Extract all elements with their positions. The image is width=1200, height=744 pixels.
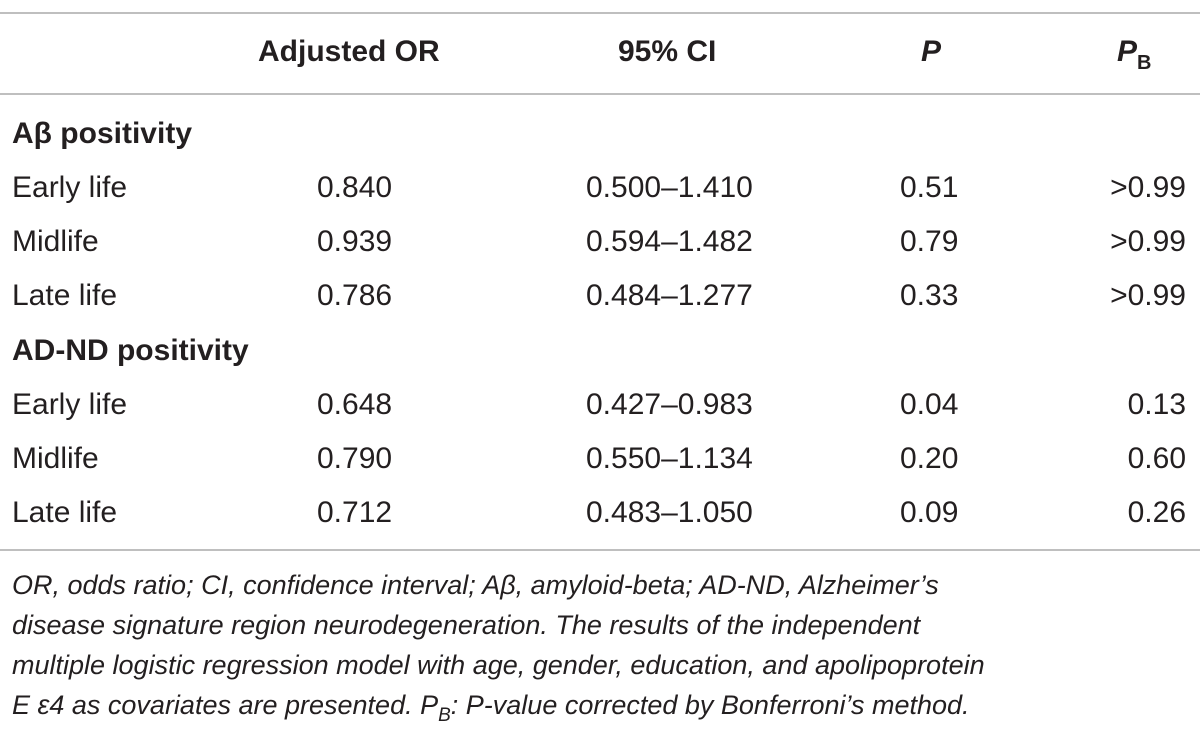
row-label: Late life xyxy=(12,279,118,312)
section-title-abeta: Aβ positivity xyxy=(12,117,192,150)
table-bottom-rule xyxy=(0,549,1200,551)
header-adjusted-or: Adjusted OR xyxy=(258,35,440,68)
header-rule xyxy=(0,93,1200,95)
footnote-line: OR, odds ratio; CI, confidence interval;… xyxy=(12,570,939,600)
row-pb: >0.99 xyxy=(1110,279,1186,312)
row-p: 0.09 xyxy=(900,496,959,529)
row-p: 0.51 xyxy=(900,171,959,204)
row-pb: >0.99 xyxy=(1110,171,1186,204)
row-pb: >0.99 xyxy=(1110,225,1186,258)
header-pb: PB xyxy=(1117,35,1152,74)
row-or: 0.790 xyxy=(317,442,393,475)
row-or: 0.939 xyxy=(317,225,393,258)
row-pb: 0.26 xyxy=(1127,496,1186,529)
header-p: P xyxy=(921,35,942,68)
row-label: Midlife xyxy=(12,442,99,475)
footnote-line: multiple logistic regression model with … xyxy=(12,650,985,680)
row-or: 0.712 xyxy=(317,496,393,529)
row-ci: 0.500–1.410 xyxy=(586,171,753,204)
row-ci: 0.484–1.277 xyxy=(586,279,753,312)
row-pb: 0.60 xyxy=(1127,442,1186,475)
row-ci: 0.483–1.050 xyxy=(586,496,753,529)
row-or: 0.648 xyxy=(317,388,393,421)
row-label: Early life xyxy=(12,171,128,204)
row-or: 0.786 xyxy=(317,279,393,312)
row-p: 0.20 xyxy=(900,442,959,475)
row-label: Early life xyxy=(12,388,128,421)
row-p: 0.79 xyxy=(900,225,959,258)
table-top-rule xyxy=(0,12,1200,14)
footnote-line: disease signature region neurodegenerati… xyxy=(12,610,921,640)
row-ci: 0.550–1.134 xyxy=(586,442,753,475)
row-label: Late life xyxy=(12,496,118,529)
row-p: 0.33 xyxy=(900,279,959,312)
section-title-adnd: AD-ND positivity xyxy=(12,334,249,367)
row-pb: 0.13 xyxy=(1127,388,1186,421)
row-ci: 0.427–0.983 xyxy=(586,388,753,421)
row-or: 0.840 xyxy=(317,171,393,204)
table-footnote: OR, odds ratio; CI, confidence interval;… xyxy=(12,565,1188,729)
row-p: 0.04 xyxy=(900,388,959,421)
row-label: Midlife xyxy=(12,225,99,258)
header-95-ci: 95% CI xyxy=(618,35,717,68)
row-ci: 0.594–1.482 xyxy=(586,225,753,258)
footnote-line: E ε4 as covariates are presented. PB: P-… xyxy=(12,690,970,726)
